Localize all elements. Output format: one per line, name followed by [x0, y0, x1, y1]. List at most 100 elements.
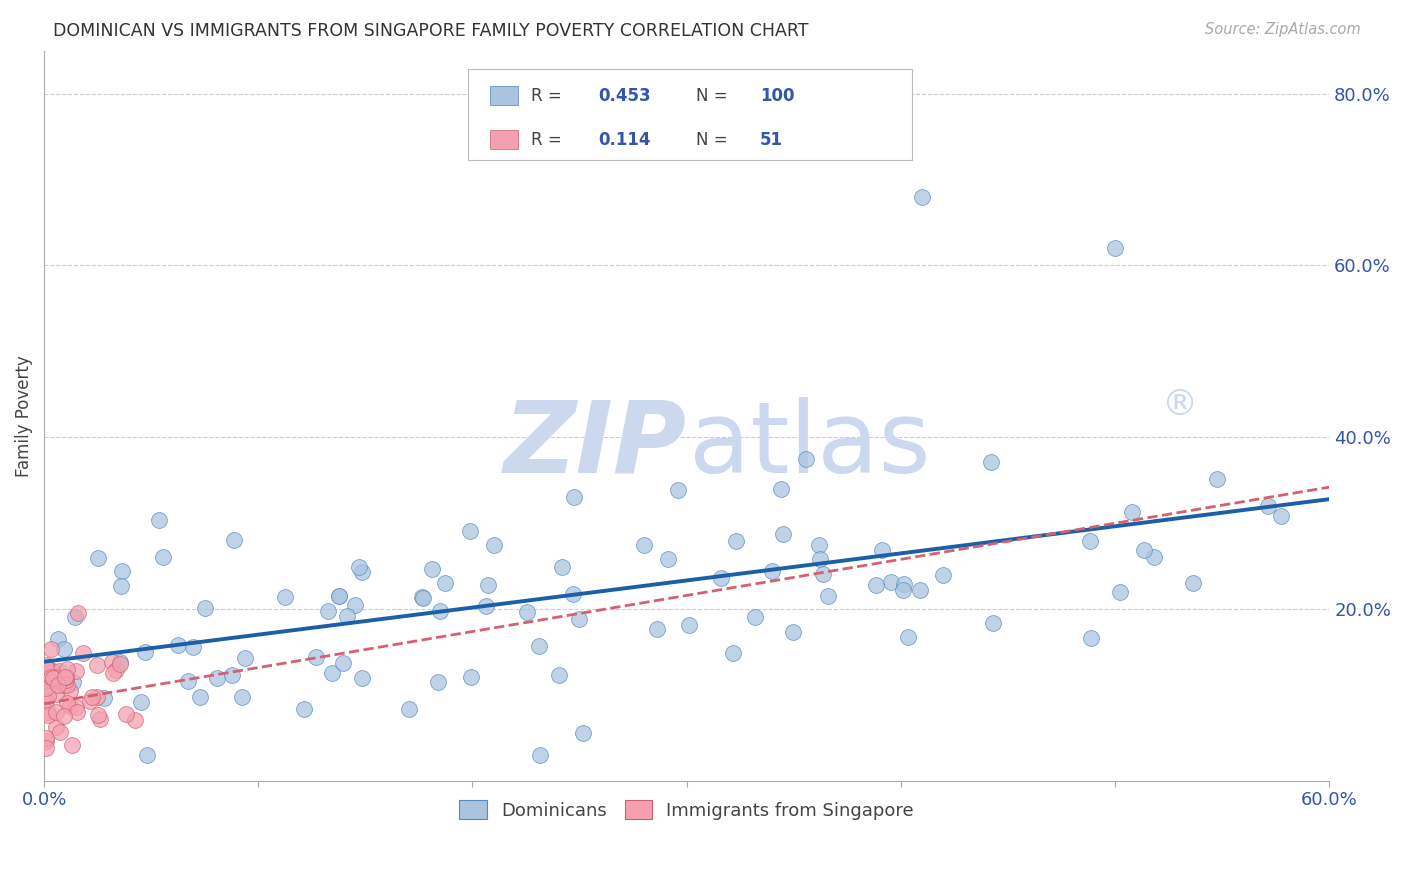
Point: [810, 551, 832, 566]
Point: [129, 695, 152, 709]
Point: [865, 578, 887, 592]
Point: [477, 578, 499, 592]
Point: [86, 690, 108, 704]
Point: [1270, 509, 1292, 524]
Point: [411, 590, 433, 604]
Point: [412, 591, 434, 606]
Point: [794, 452, 817, 467]
Point: [1109, 585, 1132, 599]
Point: [460, 670, 482, 684]
Point: [39, 671, 62, 685]
Point: [427, 674, 450, 689]
Point: [633, 538, 655, 552]
Point: [86, 657, 108, 672]
Point: [79, 694, 101, 708]
Point: [152, 549, 174, 564]
Point: [37, 689, 59, 703]
Point: [39, 642, 62, 657]
Point: [981, 615, 1004, 630]
Point: [46, 632, 69, 646]
Point: [908, 582, 931, 597]
Point: [782, 624, 804, 639]
Point: [55, 670, 77, 684]
Text: N =: N =: [696, 131, 727, 149]
FancyBboxPatch shape: [468, 69, 911, 161]
Point: [59, 683, 82, 698]
Point: [93, 691, 115, 706]
Point: [105, 664, 128, 678]
Point: [817, 589, 839, 603]
Point: [45, 720, 67, 734]
Point: [48, 665, 70, 679]
Point: [111, 564, 134, 578]
Point: [52, 678, 75, 692]
Point: [1104, 241, 1126, 255]
Point: [1143, 549, 1166, 564]
Point: [46, 678, 69, 692]
Point: [548, 668, 571, 682]
Text: Source: ZipAtlas.com: Source: ZipAtlas.com: [1205, 22, 1361, 37]
Point: [1257, 499, 1279, 513]
Point: [35, 673, 58, 688]
Point: [45, 687, 67, 701]
Point: [769, 482, 792, 496]
Point: [872, 543, 894, 558]
Point: [458, 524, 481, 538]
Point: [398, 702, 420, 716]
Point: [562, 587, 585, 601]
FancyBboxPatch shape: [491, 87, 519, 105]
Point: [516, 605, 538, 619]
Text: atlas: atlas: [689, 397, 931, 493]
Point: [35, 658, 58, 673]
Point: [647, 622, 669, 636]
Point: [1121, 505, 1143, 519]
Point: [434, 576, 457, 591]
Point: [332, 656, 354, 670]
Point: [167, 638, 190, 652]
Point: [110, 579, 132, 593]
Point: [1182, 576, 1205, 591]
Point: [87, 550, 110, 565]
Point: [666, 483, 689, 498]
Point: [808, 538, 831, 552]
Point: [1080, 631, 1102, 645]
Point: [893, 582, 915, 597]
Text: ZIP: ZIP: [503, 397, 686, 493]
Point: [233, 650, 256, 665]
Point: [721, 646, 744, 660]
Text: 0.453: 0.453: [598, 87, 651, 105]
Point: [562, 491, 585, 505]
Point: [35, 734, 58, 748]
Point: [321, 666, 343, 681]
Point: [1206, 472, 1229, 486]
Point: [350, 671, 373, 685]
Point: [527, 639, 550, 653]
Point: [429, 604, 451, 618]
Point: [879, 574, 901, 589]
Point: [475, 599, 498, 613]
Point: [350, 565, 373, 579]
Point: [44, 670, 66, 684]
Point: [60, 739, 83, 753]
Point: [101, 655, 124, 669]
Point: [344, 598, 367, 612]
Point: [35, 741, 58, 756]
Point: [221, 668, 243, 682]
Point: [231, 690, 253, 704]
Point: [56, 678, 79, 692]
Point: [108, 656, 131, 670]
Point: [482, 538, 505, 552]
Point: [710, 571, 733, 585]
Point: [56, 696, 79, 710]
Point: [724, 534, 747, 549]
Point: [35, 731, 58, 745]
Point: [761, 564, 783, 578]
Point: [124, 713, 146, 727]
Point: [772, 526, 794, 541]
Point: [65, 699, 87, 714]
Point: [53, 641, 76, 656]
Point: [37, 706, 59, 720]
Point: [1078, 534, 1101, 549]
Point: [48, 725, 70, 739]
Point: [1133, 542, 1156, 557]
